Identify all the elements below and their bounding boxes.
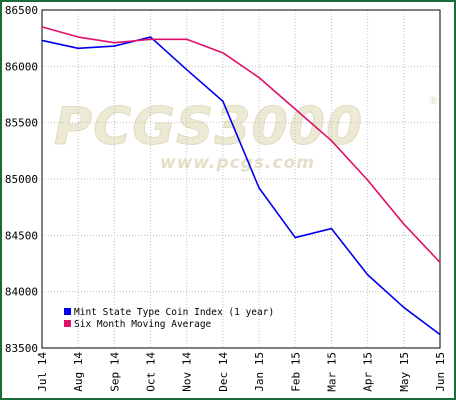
data-point bbox=[41, 39, 43, 42]
data-point bbox=[330, 139, 333, 142]
y-tick-label: 85000 bbox=[5, 173, 38, 186]
data-point bbox=[294, 108, 297, 110]
legend-swatch-moving-average bbox=[64, 320, 71, 327]
data-point bbox=[258, 187, 260, 189]
data-point bbox=[366, 273, 369, 276]
x-tick-label: Sep 14 bbox=[108, 352, 121, 392]
data-point bbox=[330, 227, 333, 230]
watermark-registered-mark: ® bbox=[428, 94, 439, 107]
data-point bbox=[77, 36, 79, 38]
data-point bbox=[439, 261, 441, 264]
x-tick-label: Jun 15 bbox=[434, 352, 447, 392]
x-axis-tick-labels: Jul 14 Aug 14 Sep 14 Oct 14 Nov 14 Dec 14 Jan … bbox=[36, 352, 447, 392]
legend-label-index: Mint State Type Coin Index (1 year) bbox=[74, 307, 274, 318]
x-tick-label: Apr 15 bbox=[362, 352, 375, 392]
data-point bbox=[149, 36, 152, 38]
x-tick-label: May 15 bbox=[398, 352, 411, 392]
x-tick-label: Mar 15 bbox=[325, 352, 338, 392]
data-point bbox=[366, 179, 369, 181]
x-tick-label: Dec 14 bbox=[217, 352, 230, 392]
data-point bbox=[113, 41, 116, 44]
x-tick-label: Nov 14 bbox=[181, 352, 194, 392]
y-tick-label: 83500 bbox=[5, 342, 38, 355]
data-point bbox=[222, 52, 224, 54]
series-line-1 bbox=[41, 26, 441, 263]
x-tick-label: Jan 15 bbox=[253, 352, 266, 392]
data-point bbox=[113, 45, 116, 47]
x-tick-label: Feb 15 bbox=[289, 352, 302, 392]
y-tick-label: 84500 bbox=[5, 229, 38, 242]
series-line-0 bbox=[41, 36, 441, 336]
data-point bbox=[77, 47, 79, 50]
x-tick-label: Oct 14 bbox=[145, 352, 158, 392]
legend-swatch-index bbox=[64, 308, 71, 315]
legend-label-moving-average: Six Month Moving Average bbox=[74, 319, 212, 330]
data-point bbox=[439, 333, 441, 336]
data-point bbox=[185, 68, 188, 71]
data-point bbox=[41, 26, 43, 28]
data-point bbox=[149, 38, 152, 41]
x-tick-label: Aug 14 bbox=[72, 352, 85, 392]
y-tick-label: 86500 bbox=[5, 4, 38, 17]
watermark-url: www.pcgs.com bbox=[160, 153, 315, 173]
legend: Mint State Type Coin Index (1 year) Six … bbox=[64, 307, 274, 330]
x-tick-label: Jul 14 bbox=[36, 352, 49, 392]
data-point bbox=[258, 76, 260, 79]
y-axis-tick-labels: 86500 86000 85500 85000 84500 84000 83500 bbox=[5, 4, 38, 355]
plot-border bbox=[41, 9, 441, 349]
watermark: PCGS3000 ® www.pcgs.com bbox=[54, 94, 440, 173]
data-point bbox=[294, 236, 297, 239]
y-tick-label: 84000 bbox=[5, 286, 38, 299]
data-point bbox=[403, 223, 405, 225]
y-tick-label: 86000 bbox=[5, 60, 38, 73]
data-point bbox=[403, 306, 405, 309]
series-lines bbox=[41, 26, 441, 336]
data-point bbox=[222, 100, 224, 103]
data-point bbox=[185, 38, 188, 41]
y-tick-label: 85500 bbox=[5, 117, 38, 130]
watermark-brand: PCGS3000 bbox=[54, 97, 363, 157]
